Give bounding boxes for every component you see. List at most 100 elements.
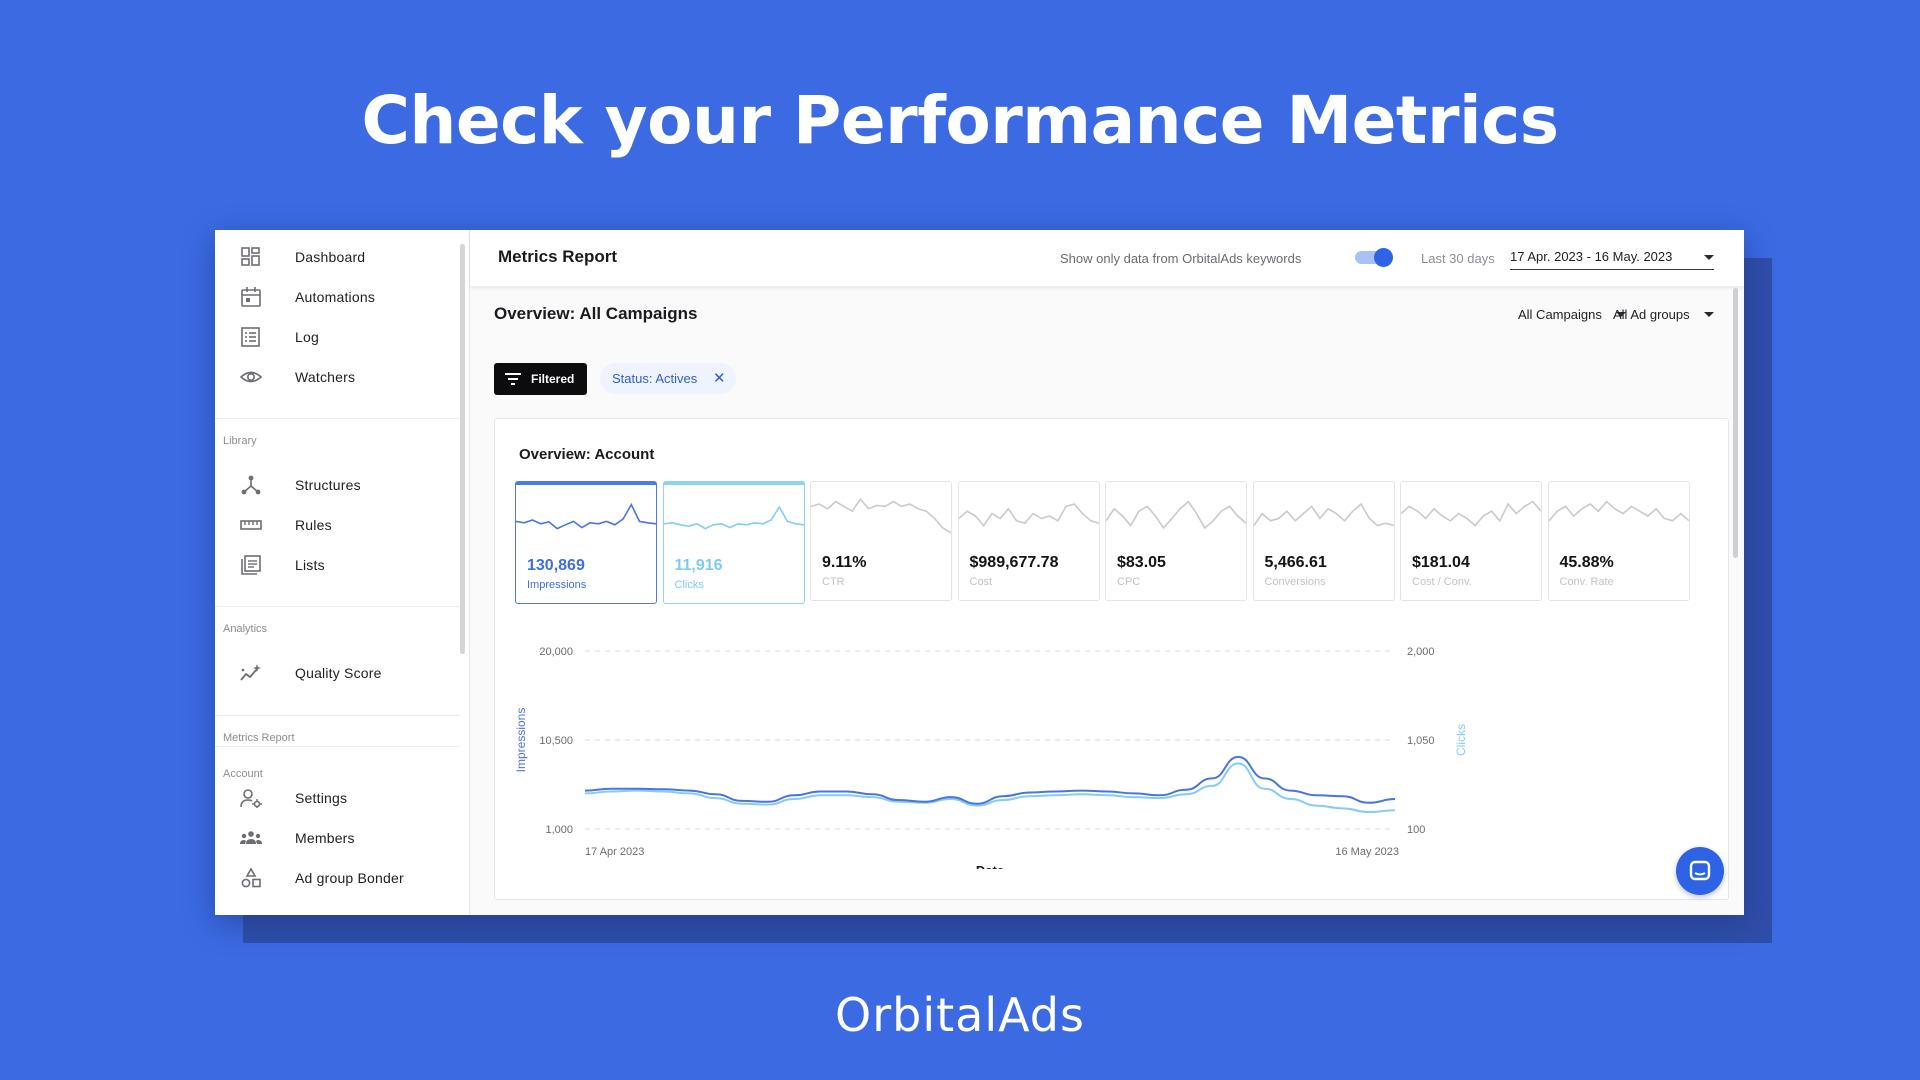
main-content: Metrics Report Show only data from Orbit… [470,230,1744,915]
metric-value: 11,916 [674,557,723,574]
x-tick-label: 16 May 2023 [1335,846,1399,858]
metric-value: 45.88% [1559,554,1614,571]
adgroup-filter-dropdown[interactable]: All Ad groups [1613,307,1714,322]
toggle-knob [1374,248,1393,267]
metric-tile-cost[interactable]: $989,677.78 Cost [957,481,1100,601]
sidebar-item-settings[interactable]: Settings [215,781,455,815]
sidebar-item-label: Ad group Bonder [295,870,404,886]
metric-value: $181.04 [1412,554,1470,571]
sparkline-path [1253,502,1394,527]
sidebar-item-members[interactable]: Members [215,821,455,855]
sparkline-path [663,505,804,530]
log-icon [241,327,260,347]
sparkline-path [958,503,1099,527]
y-right-axis-label: Clicks [1454,724,1468,756]
shapes-icon [241,868,261,888]
adgroup-filter-value: All Ad groups [1613,307,1690,322]
sidebar-item-ad-group-bonder[interactable]: Ad group Bonder [215,861,455,895]
x-axis-label: Date [976,863,1004,869]
sidebar-item-automations[interactable]: Automations [215,280,455,314]
sidebar-section-metrics-report[interactable]: Metrics Report [223,732,295,744]
keywords-toggle[interactable] [1355,248,1393,267]
y-left-axis-label: Impressions [515,708,528,773]
sparkline [516,502,656,530]
sparkle-chart-icon [240,664,261,681]
date-range-value: 17 Apr. 2023 - 16 May. 2023 [1510,249,1673,264]
sidebar-section-analytics: Analytics [223,623,268,635]
sidebar-section-library: Library [223,435,257,447]
filtered-button[interactable]: Filtered [494,363,587,395]
metric-tile-conversions[interactable]: 5,466.61 Conversions [1252,481,1395,601]
dashboard-icon [241,247,260,266]
page-headline: Check your Performance Metrics [361,82,1559,159]
sidebar-item-label: Structures [295,477,361,493]
sidebar-item-dashboard[interactable]: Dashboard [215,240,455,274]
chevron-down-icon [1704,312,1714,317]
status-chip-label: Status: Actives [612,371,698,386]
campaign-filter-dropdown[interactable]: All Campaigns [1518,307,1626,322]
metric-tile-cpc[interactable]: $83.05 CPC [1105,481,1247,601]
sidebar-item-label: Settings [295,790,348,806]
structure-icon [241,475,261,495]
metric-label: Cost [969,576,993,588]
top-bar: Metrics Report Show only data from Orbit… [470,230,1744,286]
chat-support-button[interactable] [1676,847,1724,895]
sidebar-divider [215,606,460,607]
calendar-icon [241,287,261,307]
sidebar-item-label: Dashboard [295,249,366,265]
sparkline [958,503,1099,527]
page-title: Metrics Report [498,247,618,266]
sidebar-scrollbar[interactable] [460,244,465,654]
filtered-button-label: Filtered [531,372,575,386]
metric-value: $83.05 [1117,554,1166,571]
app-window: Dashboard Automations Log Watchers Libra… [215,230,1744,915]
sparkline-path [516,502,656,530]
metric-tile-conv-rate[interactable]: 45.88% Conv. Rate [1547,481,1690,601]
metric-tile-cost-conv[interactable]: $181.04 Cost / Conv. [1400,481,1542,601]
sidebar-divider [215,746,460,747]
metric-label: Impressions [527,579,587,591]
sparkline-path [1106,500,1246,530]
metric-value: 9.11% [822,554,867,571]
metric-tile-clicks[interactable]: 11,916 Clicks [662,481,805,604]
brand-logo: OrbitalAds [835,988,1085,1042]
metric-tile-impressions[interactable]: 130,869 Impressions [515,481,657,604]
metric-label: Cost / Conv. [1412,576,1472,588]
account-overview-card: Overview: Account 130,869 Impressions 11,9… [494,418,1729,900]
metric-label: CPC [1117,576,1141,588]
date-range-picker[interactable]: 17 Apr. 2023 - 16 May. 2023 [1510,247,1714,270]
period-label: Last 30 days [1421,251,1495,266]
campaign-filter-value: All Campaigns [1518,307,1602,322]
sidebar-item-watchers[interactable]: Watchers [215,360,455,394]
metric-value: $989,677.78 [969,554,1059,571]
y-left-tick-label: 10,500 [539,735,573,747]
metric-label: Clicks [674,579,704,591]
chevron-down-icon [1704,255,1714,260]
sidebar-item-label: Quality Score [295,665,382,681]
card-title: Overview: Account [519,446,655,463]
sparkline [811,497,951,534]
ruler-icon [240,520,262,530]
sidebar-item-lists[interactable]: Lists [215,548,455,582]
members-icon [240,831,262,844]
settings-icon [240,789,262,808]
sidebar-item-quality-score[interactable]: Quality Score [215,656,455,690]
sidebar-item-rules[interactable]: Rules [215,508,455,542]
sidebar-item-label: Watchers [295,369,356,385]
sparkline-path [1548,500,1689,522]
status-filter-chip[interactable]: Status: Actives ✕ [600,363,736,394]
sidebar-item-structures[interactable]: Structures [215,468,455,502]
metric-label: Conv. Rate [1559,576,1614,588]
y-left-tick-label: 20,000 [539,646,573,658]
close-icon[interactable]: ✕ [713,370,726,387]
metric-tile-ctr[interactable]: 9.11% CTR [810,481,952,601]
sidebar-item-log[interactable]: Log [215,320,455,354]
sidebar-item-label: Log [295,329,319,345]
sidebar-section-account: Account [223,768,263,780]
y-left-tick-label: 1,000 [545,824,573,836]
sidebar-divider [215,418,460,419]
sparkline [1401,500,1541,527]
main-scrollbar[interactable] [1733,288,1738,558]
sparkline [663,505,804,530]
x-tick-label: 17 Apr 2023 [585,846,644,858]
